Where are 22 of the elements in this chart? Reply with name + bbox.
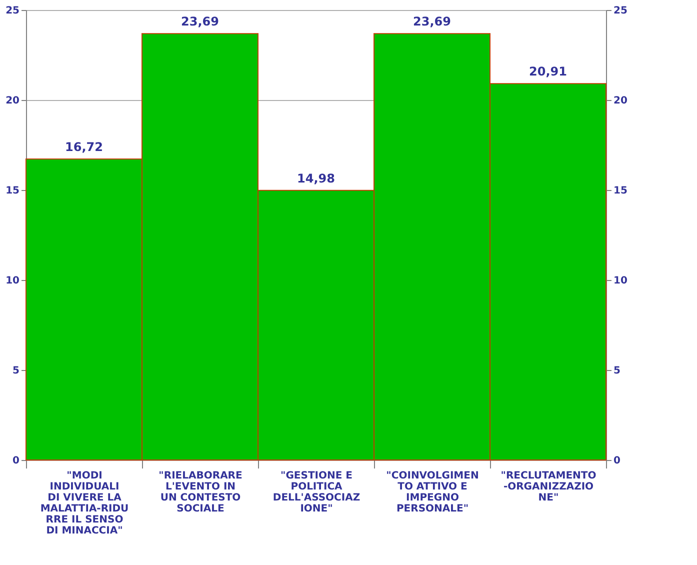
y-tick-label: 0 [12, 456, 20, 466]
y2-tick-label: 5 [614, 366, 620, 376]
y2-tick-label: 10 [614, 276, 628, 286]
x-tick-label: "RIELABORARE L'EVENTO IN UN CONTESTO SOCIALE [158, 470, 242, 514]
data-label: 14,98 [297, 171, 335, 186]
y2-tick-label: 20 [614, 96, 628, 106]
y2-tick-label: 15 [614, 186, 628, 196]
data-label: 16,72 [65, 140, 103, 154]
x-tick-label: "COINVOLGIMENTO ATTIVO E IMPEGNO PERSONALE" [386, 470, 479, 514]
y-tick-label: 5 [12, 366, 20, 376]
x-tick-label: "MODI INDIVIDUALI DI VIVERE LA MALATTIA-RIDURRE IL SENSO DI MINACCIA" [40, 470, 129, 536]
y-tick-label: 25 [6, 6, 20, 16]
data-label: 23,69 [181, 14, 219, 29]
y-tick-label: 20 [6, 96, 20, 106]
x-tick-label: "GESTIONE E POLITICA DELL'ASSOCIAZIONE" [272, 470, 360, 514]
y-tick-label: 15 [6, 186, 20, 196]
y-tick-label: 10 [6, 276, 20, 286]
y2-tick-label: 0 [614, 456, 620, 466]
data-label: 23,69 [413, 14, 451, 29]
x-tick-label: "RECLUTAMENTO-ORGANIZZAZIONE" [500, 470, 596, 504]
data-label: 20,91 [529, 64, 567, 79]
y2-tick-label: 25 [614, 6, 628, 16]
